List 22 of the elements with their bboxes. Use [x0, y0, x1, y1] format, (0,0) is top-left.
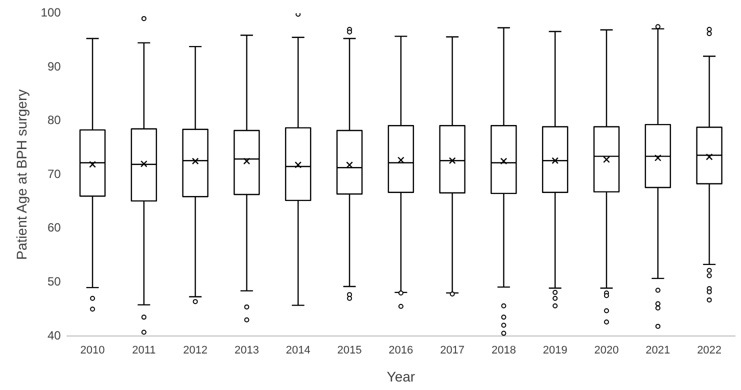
x-tick-label: 2012 — [183, 344, 208, 357]
x-tick-label: 2019 — [542, 344, 568, 357]
x-tick-label: 2010 — [80, 344, 105, 357]
y-tick-label: 50 — [47, 274, 62, 289]
x-tick-label: 2016 — [388, 344, 414, 357]
y-tick-label: 40 — [47, 328, 62, 342]
y-tick-label: 80 — [47, 113, 62, 128]
x-axis-title: Year — [386, 368, 416, 384]
x-tick-label: 2017 — [440, 344, 465, 357]
x-tick-label: 2014 — [286, 344, 310, 357]
y-axis-title: Patient Age at BPH surgery — [13, 89, 30, 260]
x-tick-label: 2013 — [234, 344, 259, 357]
x-tick-label: 2021 — [646, 344, 670, 357]
x-tick-label: 2015 — [337, 344, 362, 357]
x-tick-label: 2022 — [697, 344, 722, 357]
y-tick-label: 60 — [47, 220, 62, 235]
x-tick-label: 2020 — [594, 344, 619, 357]
y-tick-label: 90 — [47, 59, 62, 74]
x-tick-label: 2011 — [132, 344, 156, 357]
y-tick-label: 70 — [47, 166, 62, 181]
y-tick-label: 100 — [40, 6, 62, 20]
x-tick-label: 2018 — [491, 344, 516, 357]
